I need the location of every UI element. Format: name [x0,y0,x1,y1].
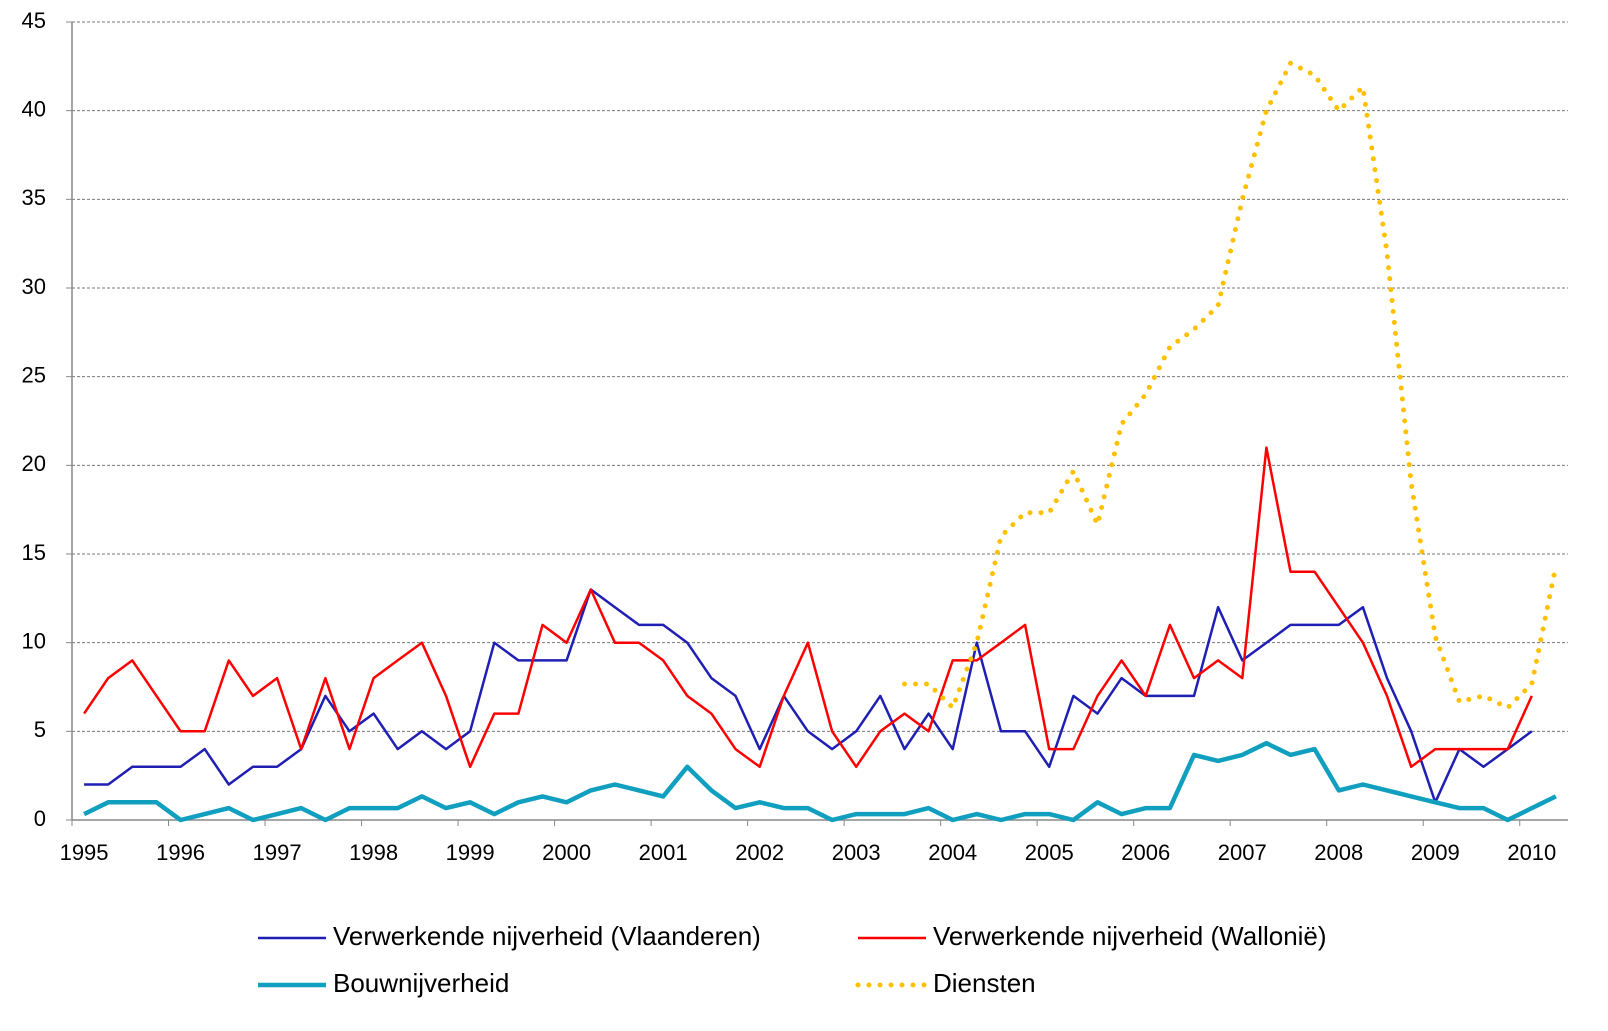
x-tick-label: 1999 [446,840,495,865]
x-tick-label: 2000 [542,840,591,865]
series-line [902,59,1559,713]
x-tick-label: 2001 [639,840,688,865]
series-line [83,740,1557,823]
legend-label: Verwerkende nijverheid (Wallonië) [933,921,1327,951]
x-tick-label: 1997 [253,840,302,865]
x-tick-label: 2004 [928,840,977,865]
y-tick-label: 0 [34,806,46,831]
x-tick-label: 2005 [1025,840,1074,865]
y-tick-label: 5 [34,717,46,742]
x-tick-label: 2006 [1121,840,1170,865]
x-tick-label: 2010 [1507,840,1556,865]
y-tick-label: 25 [22,362,46,387]
x-tick-label: 2003 [832,840,881,865]
x-tick-label: 1996 [156,840,205,865]
legend-label: Verwerkende nijverheid (Vlaanderen) [333,921,761,951]
x-tick-label: 1995 [60,840,109,865]
series-line [84,588,1533,804]
y-tick-label: 35 [22,185,46,210]
series-line [83,446,1533,769]
x-tick-label: 2007 [1218,840,1267,865]
legend-label: Diensten [933,968,1036,998]
y-tick-label: 40 [22,96,46,121]
legend-label: Bouwnijverheid [333,968,509,998]
y-tick-label: 10 [22,628,46,653]
y-tick-label: 30 [22,274,46,299]
x-tick-label: 2009 [1411,840,1460,865]
y-tick-label: 45 [22,8,46,33]
x-tick-label: 2008 [1314,840,1363,865]
y-tick-label: 20 [22,451,46,476]
x-tick-label: 2002 [735,840,784,865]
x-tick-label: 1998 [349,840,398,865]
y-tick-label: 15 [22,540,46,565]
